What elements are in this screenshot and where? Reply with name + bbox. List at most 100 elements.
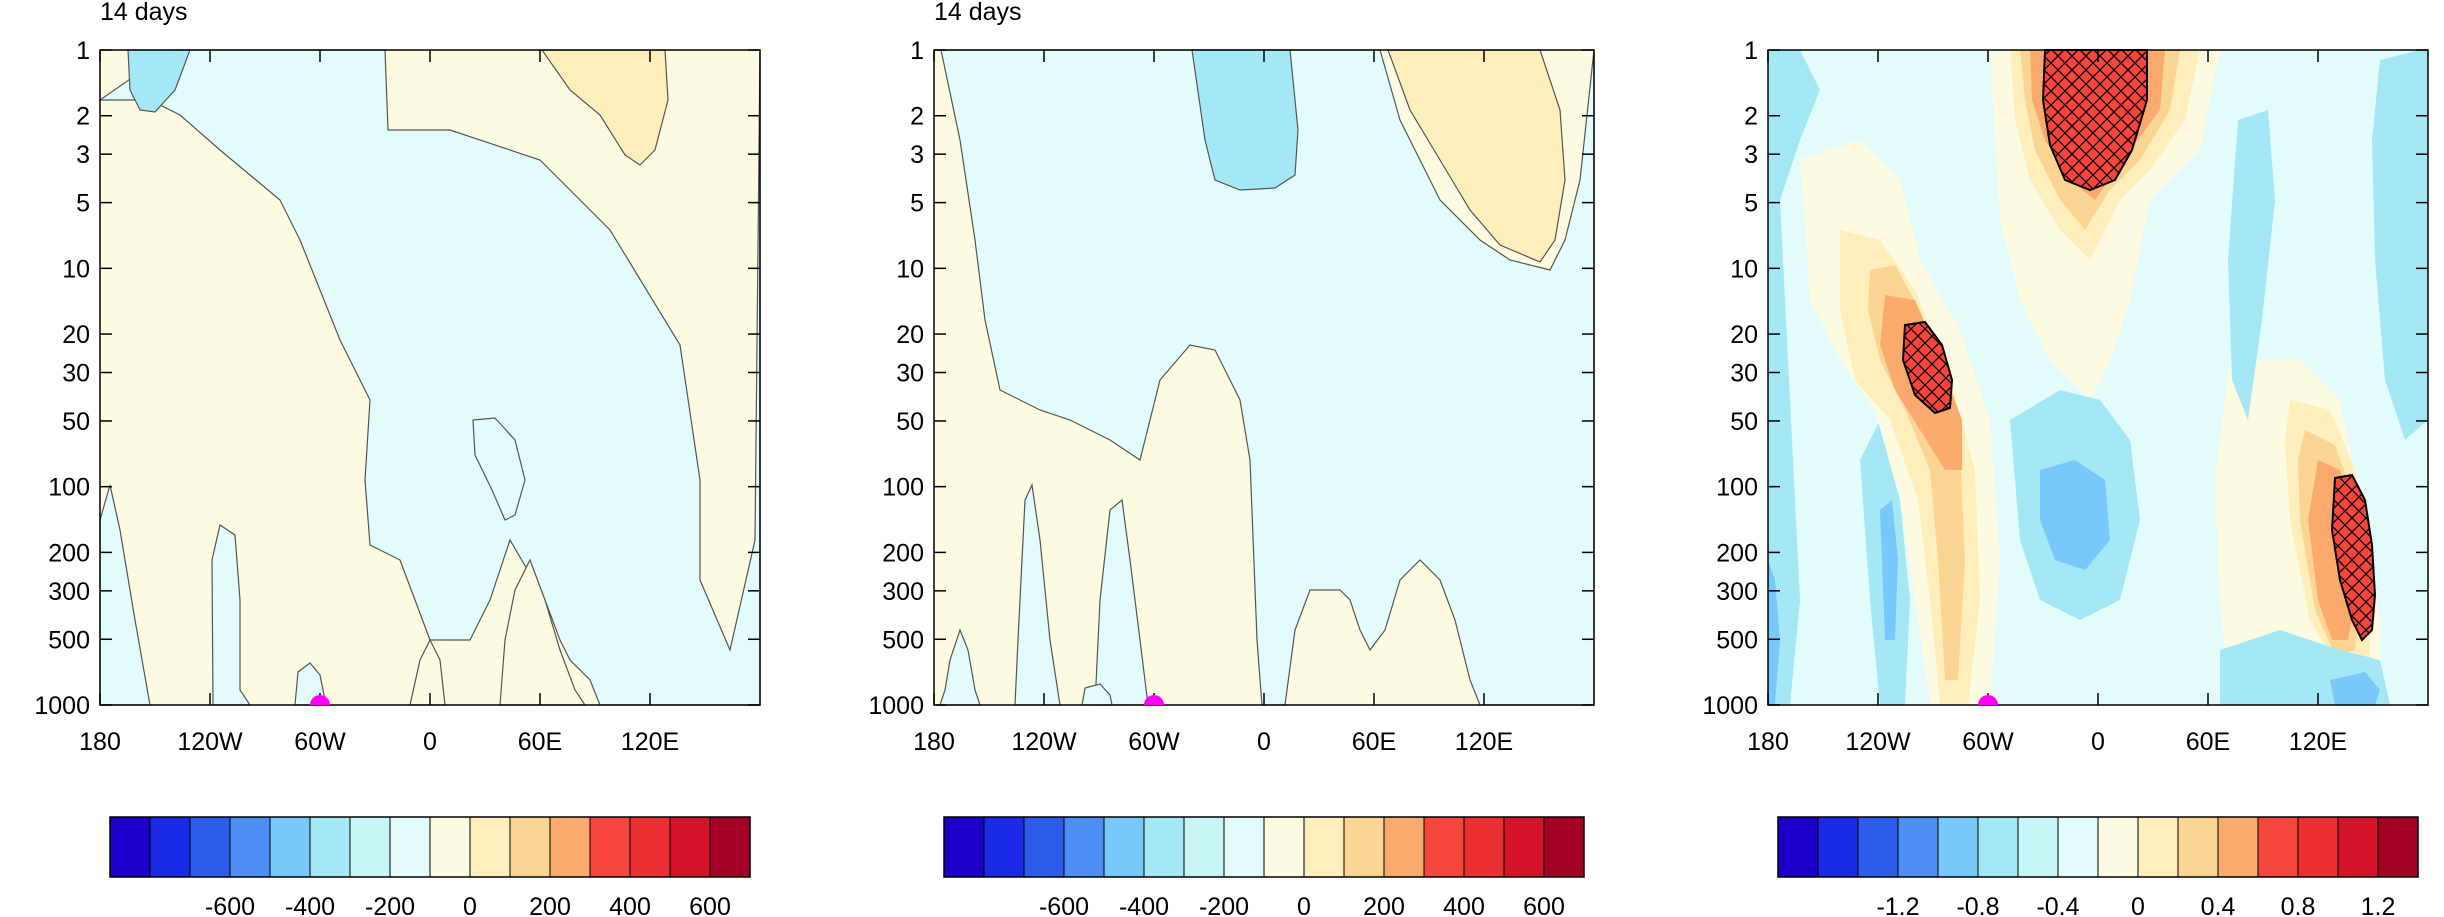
panel-1-xtick-label: 180 [79,728,121,756]
panel-3-red-mid-hatch [1903,322,1952,413]
panel-2-negative-finger-c [1094,498,1149,706]
panel-1-xtick-label: 60E [518,728,562,756]
panel-1-ytick-label: 300 [48,578,90,606]
panel-3-ytick-label: 2 [1744,103,1758,131]
panel-2-marker [1144,695,1164,705]
panel-3-xtick-label: 60E [2186,728,2230,756]
colorbar-2-frame [943,816,1585,878]
colorbar-1-swatch [309,816,351,878]
panel-2-positive-bulge [1387,49,1566,263]
colorbar-2-label: 600 [1523,893,1565,917]
panel-3-ytick-label: 50 [1730,408,1758,436]
colorbar-1-swatch [469,816,511,878]
colorbar-2-swatch [943,816,985,878]
colorbar-3-swatch [1817,816,1859,878]
colorbar-3-label: 1.2 [2361,893,2396,917]
colorbar-1-swatch [429,816,471,878]
panel-1-ytick-label: 3 [76,141,90,169]
panel-2-field [934,49,1595,706]
panel-3-field [1768,49,2428,705]
panel-1-ytick-label: 2 [76,103,90,131]
colorbar-3-swatch [1857,816,1899,878]
colorbar-2-label: -200 [1199,893,1249,917]
panel-2-ytick-label: 5 [910,190,924,218]
colorbar-3-swatch [1897,816,1939,878]
panel-2-ytick-label: 1000 [868,692,924,720]
colorbar-3-swatch [2377,816,2419,878]
panel-1-field [98,49,761,706]
panel-2-ytick-label: 500 [882,626,924,654]
panel-1-positive-corner [540,49,669,166]
colorbar-2-label: 0 [1297,893,1311,917]
colorbar-1-swatch [269,816,311,878]
panel-3-blue-bottom-core [2330,672,2380,705]
colorbar-3-swatch [2057,816,2099,878]
colorbar-3-frame [1777,816,2419,878]
colorbar-2-swatch [1103,816,1145,878]
colorbar-1-frame [109,816,751,878]
colorbar-2-label: -600 [1039,893,1089,917]
colorbar-2-swatch [1503,816,1545,878]
colorbar-1-swatch [109,816,151,878]
colorbar-1-swatch [669,816,711,878]
colorbar-1-label: 400 [609,893,651,917]
panel-3-xtick-label: 0 [2091,728,2105,756]
panel-2-xtick-label: 120W [1011,728,1077,756]
colorbar-1-swatch [189,816,231,878]
colorbar-3: -1.2 -0.8 -0.4 0 0.4 0.8 1.2 [1777,816,2419,917]
panel-3-blue-core-left [1768,560,1780,705]
colorbar-2-swatch [1063,816,1105,878]
colorbar-1-label: -400 [285,893,335,917]
panel-1-ytick-label: 200 [48,539,90,567]
colorbar-3-swatch [2257,816,2299,878]
colorbar-2-swatch [1423,816,1465,878]
colorbar-1-swatch [589,816,631,878]
panel-2-negative-finger-a [939,628,981,706]
colorbar-2-label: -400 [1119,893,1169,917]
panel-3-red-right-hatch [2332,475,2375,640]
panel-1-ytick-label: 50 [62,408,90,436]
panel-1-axes: 180 120W 60W 0 60E 120E 1 2 3 5 10 20 30 50 100 200 300 5… [34,37,761,756]
panel-1-negative-tongue [472,417,526,521]
colorbar-1-label: 200 [529,893,571,917]
colorbar-3-swatch [2217,816,2259,878]
panel-2-xtick-label: 180 [913,728,955,756]
colorbar-2-swatch [1263,816,1305,878]
colorbar-1-label: 600 [689,893,731,917]
panel-2-ytick-label: 2 [910,103,924,131]
panel-1-negative-finger-b [211,524,252,706]
panel-1-ytick-label: 1 [76,37,90,65]
colorbar-3-label: 0 [2131,893,2145,917]
panel-2-ytick-label: 100 [882,474,924,502]
colorbar-3-swatch [2297,816,2339,878]
panel-3-ytick-label: 5 [1744,190,1758,218]
colorbar-1-swatch [509,816,551,878]
colorbar-3-label: 0.8 [2281,893,2316,917]
colorbar-1-label: -600 [205,893,255,917]
colorbar-2-swatch [1303,816,1345,878]
panel-3-ytick-label: 200 [1716,539,1758,567]
colorbar-3-label: -0.8 [1956,893,1999,917]
panel-3-xtick-label: 60W [1962,728,2014,756]
panel-2-xtick-label: 0 [1257,728,1271,756]
panel-2-xtick-label: 60W [1128,728,1180,756]
colorbar-3-swatch [1777,816,1819,878]
panel-2-ytick-label: 50 [896,408,924,436]
panel-3-blue-core-mid [1880,500,1898,640]
panel-3-axes: 180 120W 60W 0 60E 120E 1 2 3 5 10 20 30 50 100 200 300 5… [1702,37,2429,756]
panel-3-blue-band-left [1768,50,1820,705]
colorbar-3-label: 0.4 [2201,893,2236,917]
colorbar-2-swatch [1343,816,1385,878]
colorbar-2-swatch [1023,816,1065,878]
colorbar-1: -600 -400 -200 0 200 400 600 [109,816,751,917]
panel-1-ytick-label: 5 [76,190,90,218]
colorbar-1-label: 0 [463,893,477,917]
panel-2-xtick-label: 120E [1455,728,1513,756]
colorbar-3-swatch [1937,816,1979,878]
colorbar-3-swatch [2097,816,2139,878]
panel-1-ytick-label: 500 [48,626,90,654]
panel-1-xtick-label: 0 [423,728,437,756]
panel-2-negative-bulge [1191,49,1299,191]
panel-2-negative-finger-b [1014,482,1061,706]
